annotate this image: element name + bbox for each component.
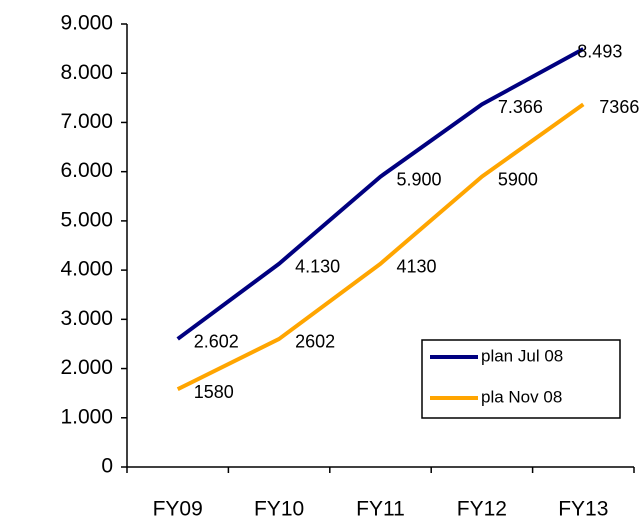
y-tick-label: 5.000 [60,208,113,231]
data-label: 4.130 [295,256,340,276]
y-tick-label: 0 [101,455,113,478]
y-tick-label: 1.000 [60,405,113,428]
data-label: 5900 [498,169,538,189]
legend-label: plan Jul 08 [481,346,563,365]
series-line [176,102,585,392]
data-label: 2602 [295,332,335,352]
data-label: 4130 [397,256,437,276]
y-tick-label: 3.000 [60,307,113,330]
data-label: 7366 [599,97,639,117]
y-tick-label: 8.000 [60,61,113,84]
y-tick-label: 7.000 [60,110,113,133]
y-tick-label: 2.000 [60,356,113,379]
data-label: 8.493 [577,42,622,62]
series-line [176,47,585,341]
legend-box [421,339,621,419]
x-tick-label: FY13 [558,498,608,521]
data-label: 7.366 [498,97,543,117]
data-label: 1580 [194,382,234,402]
data-label: 2.602 [194,332,239,352]
y-tick-label: 6.000 [60,159,113,182]
x-tick-label: FY11 [356,498,405,521]
x-tick-label: FY09 [153,498,203,521]
x-tick-label: FY10 [254,498,304,521]
y-tick-label: 4.000 [60,258,113,281]
data-label: 5.900 [397,169,442,189]
legend-label: pla Nov 08 [481,387,562,406]
y-tick-label: 9.000 [60,12,113,35]
x-tick-label: FY12 [457,498,507,521]
